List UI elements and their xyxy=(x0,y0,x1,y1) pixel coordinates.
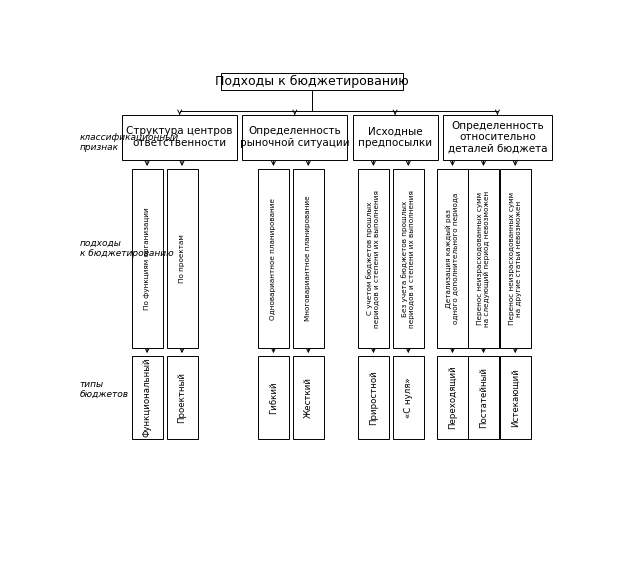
Text: Без учета бюджетов прошлых
периодов и степени их выполнения: Без учета бюджетов прошлых периодов и ст… xyxy=(401,190,415,328)
Text: Приростной: Приростной xyxy=(369,370,378,425)
FancyBboxPatch shape xyxy=(393,356,424,439)
FancyBboxPatch shape xyxy=(293,356,324,439)
FancyBboxPatch shape xyxy=(167,169,197,348)
FancyBboxPatch shape xyxy=(132,169,163,348)
FancyBboxPatch shape xyxy=(443,115,552,160)
FancyBboxPatch shape xyxy=(352,115,438,160)
Text: Гибкий: Гибкий xyxy=(269,381,278,414)
Text: типы
бюджетов: типы бюджетов xyxy=(80,380,129,399)
Text: Определенность
рыночной ситуации: Определенность рыночной ситуации xyxy=(240,127,350,148)
FancyBboxPatch shape xyxy=(468,356,499,439)
FancyBboxPatch shape xyxy=(258,356,289,439)
FancyBboxPatch shape xyxy=(393,169,424,348)
Text: классификационный
признак: классификационный признак xyxy=(80,133,179,152)
FancyBboxPatch shape xyxy=(437,356,468,439)
FancyBboxPatch shape xyxy=(258,169,289,348)
FancyBboxPatch shape xyxy=(293,169,324,348)
Text: Определенность
относительно
деталей бюджета: Определенность относительно деталей бюдж… xyxy=(448,121,547,154)
FancyBboxPatch shape xyxy=(221,73,403,91)
Text: Проектный: Проектный xyxy=(178,372,186,423)
Text: Жесткий: Жесткий xyxy=(304,377,313,418)
FancyBboxPatch shape xyxy=(468,169,499,348)
Text: Перенос неизрасходованных сумм
на другие статьи невозможен: Перенос неизрасходованных сумм на другие… xyxy=(509,192,522,325)
Text: Постатейный: Постатейный xyxy=(479,367,488,428)
FancyBboxPatch shape xyxy=(243,115,347,160)
Text: Исходные
предпосылки: Исходные предпосылки xyxy=(358,127,432,148)
FancyBboxPatch shape xyxy=(123,115,237,160)
FancyBboxPatch shape xyxy=(167,356,197,439)
Text: Перенос неизрасходованных сумм
на следующий период невозможен: Перенос неизрасходованных сумм на следую… xyxy=(477,190,490,327)
Text: Одновариантное планирование: Одновариантное планирование xyxy=(271,198,277,320)
Text: Функциональный: Функциональный xyxy=(142,358,152,437)
FancyBboxPatch shape xyxy=(437,169,468,348)
FancyBboxPatch shape xyxy=(358,356,389,439)
Text: «С нуля»: «С нуля» xyxy=(404,377,413,418)
Text: Подходы к бюджетированию: Подходы к бюджетированию xyxy=(215,75,409,88)
FancyBboxPatch shape xyxy=(358,169,389,348)
Text: Переходящий: Переходящий xyxy=(448,366,457,429)
Text: С учетом бюджетов прошлых
периодов и степени их выполнения: С учетом бюджетов прошлых периодов и сте… xyxy=(366,190,380,328)
Text: Истекающий: Истекающий xyxy=(511,368,520,427)
Text: Детализация каждый раз
одного дополнительного периода: Детализация каждый раз одного дополнител… xyxy=(446,193,459,324)
Text: Структура центров
ответственности: Структура центров ответственности xyxy=(126,127,233,148)
Text: подходы
к бюджетированию: подходы к бюджетированию xyxy=(80,238,173,258)
FancyBboxPatch shape xyxy=(132,356,163,439)
Text: По проектам: По проектам xyxy=(179,234,185,283)
FancyBboxPatch shape xyxy=(500,356,530,439)
FancyBboxPatch shape xyxy=(500,169,530,348)
Text: По функциям организации: По функциям организации xyxy=(144,207,150,310)
Text: Многовариантное планирование: Многовариантное планирование xyxy=(305,196,311,321)
